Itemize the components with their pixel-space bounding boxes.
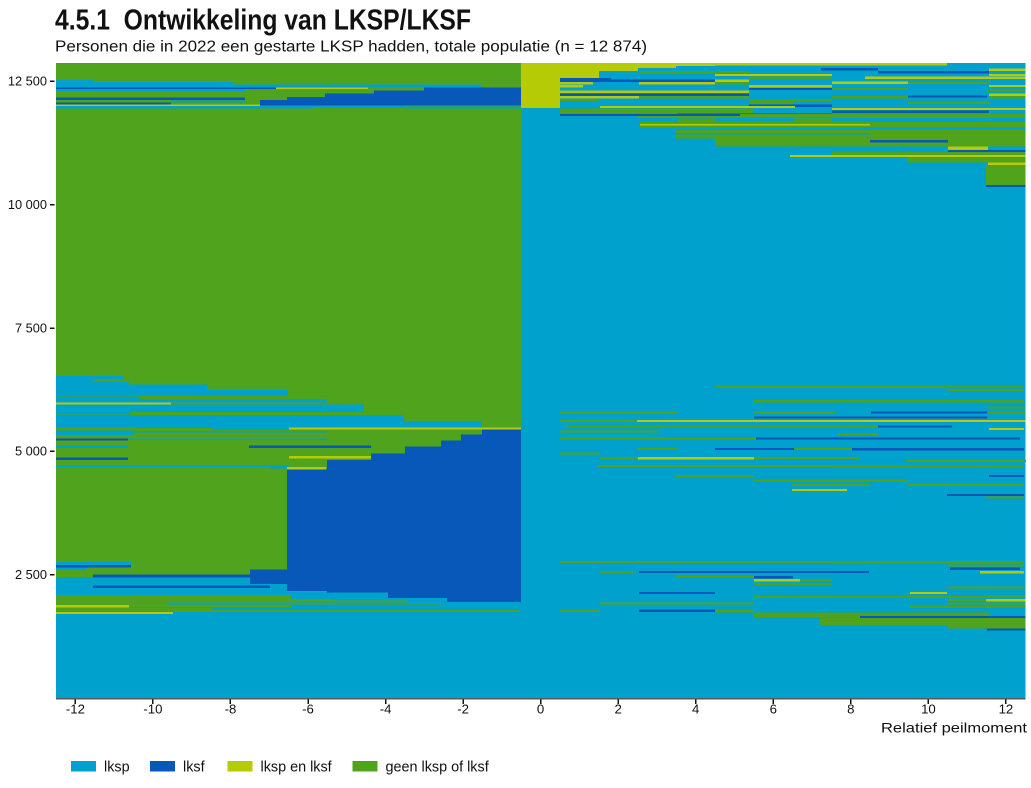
svg-text:-8: -8 xyxy=(225,702,237,717)
svg-text:geen lksp of lksf: geen lksp of lksf xyxy=(386,760,490,776)
svg-text:12 500: 12 500 xyxy=(8,74,47,89)
svg-text:-12: -12 xyxy=(66,702,85,717)
svg-text:6: 6 xyxy=(770,702,777,717)
svg-text:-6: -6 xyxy=(302,702,314,717)
svg-text:4.5.1 Ontwikkeling van LKSP/L: 4.5.1 Ontwikkeling van LKSP/LKSF xyxy=(55,4,471,36)
svg-text:5 000: 5 000 xyxy=(15,444,47,459)
svg-text:lksp en lksf: lksp en lksf xyxy=(261,760,333,776)
svg-text:-10: -10 xyxy=(143,702,162,717)
svg-text:10 000: 10 000 xyxy=(8,197,47,212)
svg-text:0: 0 xyxy=(537,702,544,717)
svg-text:2 500: 2 500 xyxy=(15,567,47,582)
svg-text:10: 10 xyxy=(921,702,936,717)
svg-text:lksf: lksf xyxy=(183,760,206,776)
svg-text:12: 12 xyxy=(999,702,1014,717)
svg-text:Personen die in 2022 een gesta: Personen die in 2022 een gestarte LKSP h… xyxy=(55,39,647,56)
svg-text:-2: -2 xyxy=(457,702,469,717)
svg-text:4: 4 xyxy=(692,702,699,717)
svg-text:-4: -4 xyxy=(380,702,392,717)
svg-text:lksp: lksp xyxy=(104,760,130,776)
svg-text:7 500: 7 500 xyxy=(15,320,47,335)
svg-text:8: 8 xyxy=(847,702,854,717)
svg-text:2: 2 xyxy=(615,702,622,717)
svg-text:Relatief peilmoment: Relatief peilmoment xyxy=(881,720,1027,736)
